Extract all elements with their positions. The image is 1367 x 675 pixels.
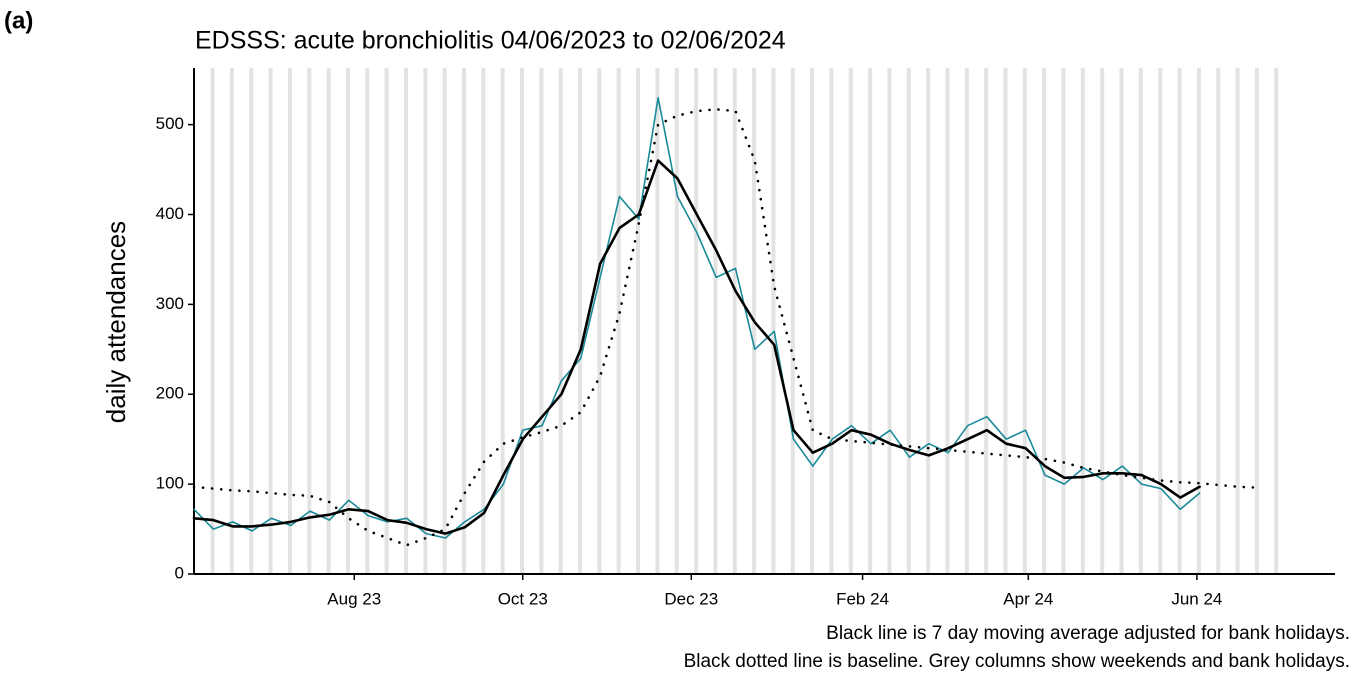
y-tick-label: 100 — [156, 474, 184, 493]
weekend-column — [984, 68, 989, 574]
weekend-column — [1254, 68, 1259, 574]
weekend-column — [461, 68, 467, 574]
chart-title: EDSSS: acute bronchiolitis 04/06/2023 to… — [195, 27, 786, 55]
weekend-column — [848, 68, 853, 574]
weekend-column — [249, 68, 254, 574]
x-tick-label: Apr 24 — [1003, 589, 1053, 608]
weekend-column — [810, 68, 815, 574]
weekend-column — [1216, 68, 1221, 574]
series-line — [192, 159, 1201, 535]
weekend-column — [1158, 68, 1163, 574]
weekend-column — [287, 68, 292, 574]
weekend-column — [326, 68, 331, 574]
weekend-column — [578, 68, 583, 574]
x-tick-label: Oct 23 — [498, 589, 548, 608]
y-tick-label: 0 — [175, 563, 184, 582]
weekend-column — [1196, 68, 1201, 574]
weekend-column — [636, 68, 641, 574]
series-line — [192, 108, 1259, 547]
weekend-column — [964, 68, 969, 574]
weekend-column — [268, 68, 273, 574]
weekend-column — [616, 68, 621, 574]
weekend-column — [887, 68, 892, 574]
weekend-column — [906, 68, 911, 574]
weekend-column — [926, 68, 931, 574]
note: Black dotted line is baseline. Grey colu… — [684, 651, 1350, 672]
note: Black line is 7 day moving average adjus… — [826, 623, 1350, 644]
x-tick-label: Feb 24 — [836, 589, 889, 608]
weekend-column — [1274, 68, 1279, 574]
weekend-column — [520, 68, 525, 574]
weekend-column — [771, 68, 776, 574]
y-axis-label: daily attendances — [101, 221, 131, 423]
weekend-column — [1119, 68, 1124, 574]
weekend-column — [1138, 68, 1143, 574]
weekend-column — [1100, 68, 1105, 574]
weekend-column — [500, 68, 505, 574]
weekend-column — [423, 68, 428, 574]
weekend-column — [829, 68, 834, 574]
y-tick-label: 300 — [156, 294, 184, 313]
weekend-column — [674, 68, 679, 574]
weekend-column — [713, 68, 718, 574]
weekend-column — [229, 68, 234, 574]
weekend-column — [732, 68, 737, 574]
weekend-column — [1177, 68, 1182, 574]
weekend-column — [597, 68, 602, 574]
x-tick-label: Jun 24 — [1171, 589, 1222, 608]
panel-label: (a) — [4, 7, 33, 34]
x-tick-label: Dec 23 — [664, 589, 718, 608]
y-tick-label: 500 — [156, 114, 184, 133]
weekend-column — [481, 68, 486, 574]
weekend-column — [307, 68, 312, 574]
weekend-column — [694, 68, 699, 574]
weekend-column — [442, 68, 447, 574]
weekend-column — [403, 68, 409, 574]
weekend-column — [345, 68, 350, 574]
weekend-column — [945, 68, 950, 574]
weekend-column — [1080, 68, 1085, 574]
weekend-column — [868, 68, 873, 574]
weekend-column — [1042, 68, 1047, 574]
weekend-column — [365, 68, 370, 574]
weekend-column — [1022, 68, 1027, 574]
weekend-column — [558, 68, 563, 574]
weekend-column — [1003, 68, 1008, 574]
x-tick-label: Aug 23 — [327, 589, 381, 608]
weekend-column — [655, 68, 660, 574]
weekend-column — [1061, 68, 1066, 574]
y-tick-label: 200 — [156, 384, 184, 403]
weekend-column — [1235, 68, 1240, 574]
weekend-column — [384, 68, 389, 574]
weekend-column — [539, 68, 544, 574]
weekend-column — [790, 68, 795, 574]
y-tick-label: 400 — [156, 204, 184, 223]
weekend-columns — [210, 68, 1279, 574]
weekend-column — [210, 68, 215, 574]
